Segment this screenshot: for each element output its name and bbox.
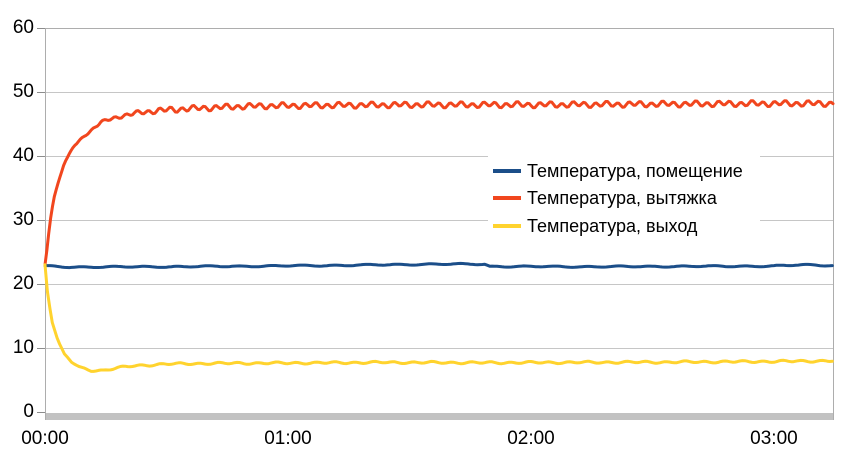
legend-label-room: Температура, помещение xyxy=(527,160,743,181)
y-axis-tick-label: 20 xyxy=(12,273,34,294)
y-axis-tick-label: 10 xyxy=(12,337,34,358)
y-axis-tick-label: 40 xyxy=(12,145,34,166)
y-axis-tick-label: 50 xyxy=(12,81,34,102)
legend: Температура, помещение Температура, вытя… xyxy=(488,155,760,244)
x-axis-tick-label: 01:00 xyxy=(264,428,312,449)
legend-line-swatch-room xyxy=(493,168,521,173)
legend-line-swatch-output xyxy=(493,223,521,228)
series-line-room xyxy=(43,261,834,270)
x-axis-tick-label: 02:00 xyxy=(507,428,555,449)
legend-label-output: Температура, выход xyxy=(527,215,698,236)
series-line-exhaust xyxy=(43,99,835,267)
x-axis-bar xyxy=(45,413,833,420)
x-axis-tick-label: 00:00 xyxy=(21,428,69,449)
legend-line-swatch-exhaust xyxy=(493,196,521,201)
x-axis-tick-label: 03:00 xyxy=(750,428,798,449)
legend-item-exhaust: Температура, вытяжка xyxy=(488,185,760,213)
series-line-output xyxy=(43,263,834,373)
y-axis-tick-label: 60 xyxy=(12,17,34,38)
y-axis-tick-label: 30 xyxy=(12,209,34,230)
y-axis-tick-label: 0 xyxy=(23,401,34,422)
legend-item-output: Температура, выход xyxy=(488,212,760,240)
legend-item-room: Температура, помещение xyxy=(488,157,760,185)
legend-label-exhaust: Температура, вытяжка xyxy=(527,188,717,209)
